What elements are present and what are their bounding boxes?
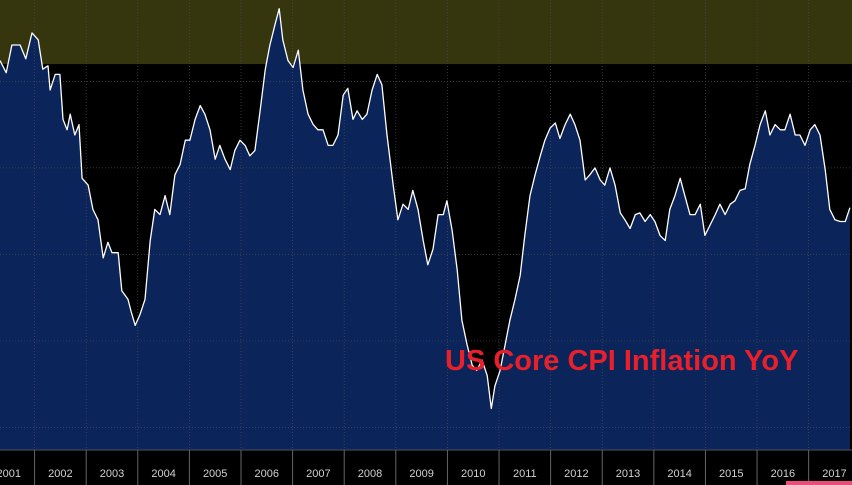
- x-axis-strip: [0, 450, 852, 485]
- x-tick-label: 2009: [409, 468, 433, 480]
- decor-bar: [786, 481, 852, 485]
- x-tick-label: 2016: [771, 468, 795, 480]
- x-tick-label: 2014: [667, 468, 691, 480]
- x-tick-label: 2002: [48, 468, 72, 480]
- x-tick-label: 2011: [513, 468, 537, 480]
- area-fill: [0, 8, 850, 450]
- plot-area: [0, 0, 852, 450]
- x-tick-label: 2005: [203, 468, 227, 480]
- x-tick-label: 2006: [255, 468, 279, 480]
- x-tick-label: 2003: [100, 468, 124, 480]
- x-tick-label: 2013: [616, 468, 640, 480]
- x-axis: 2001 2002 2003 2004 2005 2006 2007 2008 2009 2010…: [0, 450, 847, 485]
- x-tick-label: 2008: [358, 468, 382, 480]
- highlight-band: [0, 0, 852, 65]
- x-tick-label: 2010: [461, 468, 485, 480]
- x-tick-label: 2012: [564, 468, 588, 480]
- line: [0, 8, 851, 410]
- x-tick-label: 2001: [0, 468, 21, 480]
- x-tick-label: 2004: [151, 468, 175, 480]
- x-tick-label: 2015: [719, 468, 743, 480]
- x-tick-label: 2007: [306, 468, 330, 480]
- annotation: US Core CPI Inflation YoY: [445, 345, 798, 377]
- x-tick-label: 2017: [822, 468, 846, 480]
